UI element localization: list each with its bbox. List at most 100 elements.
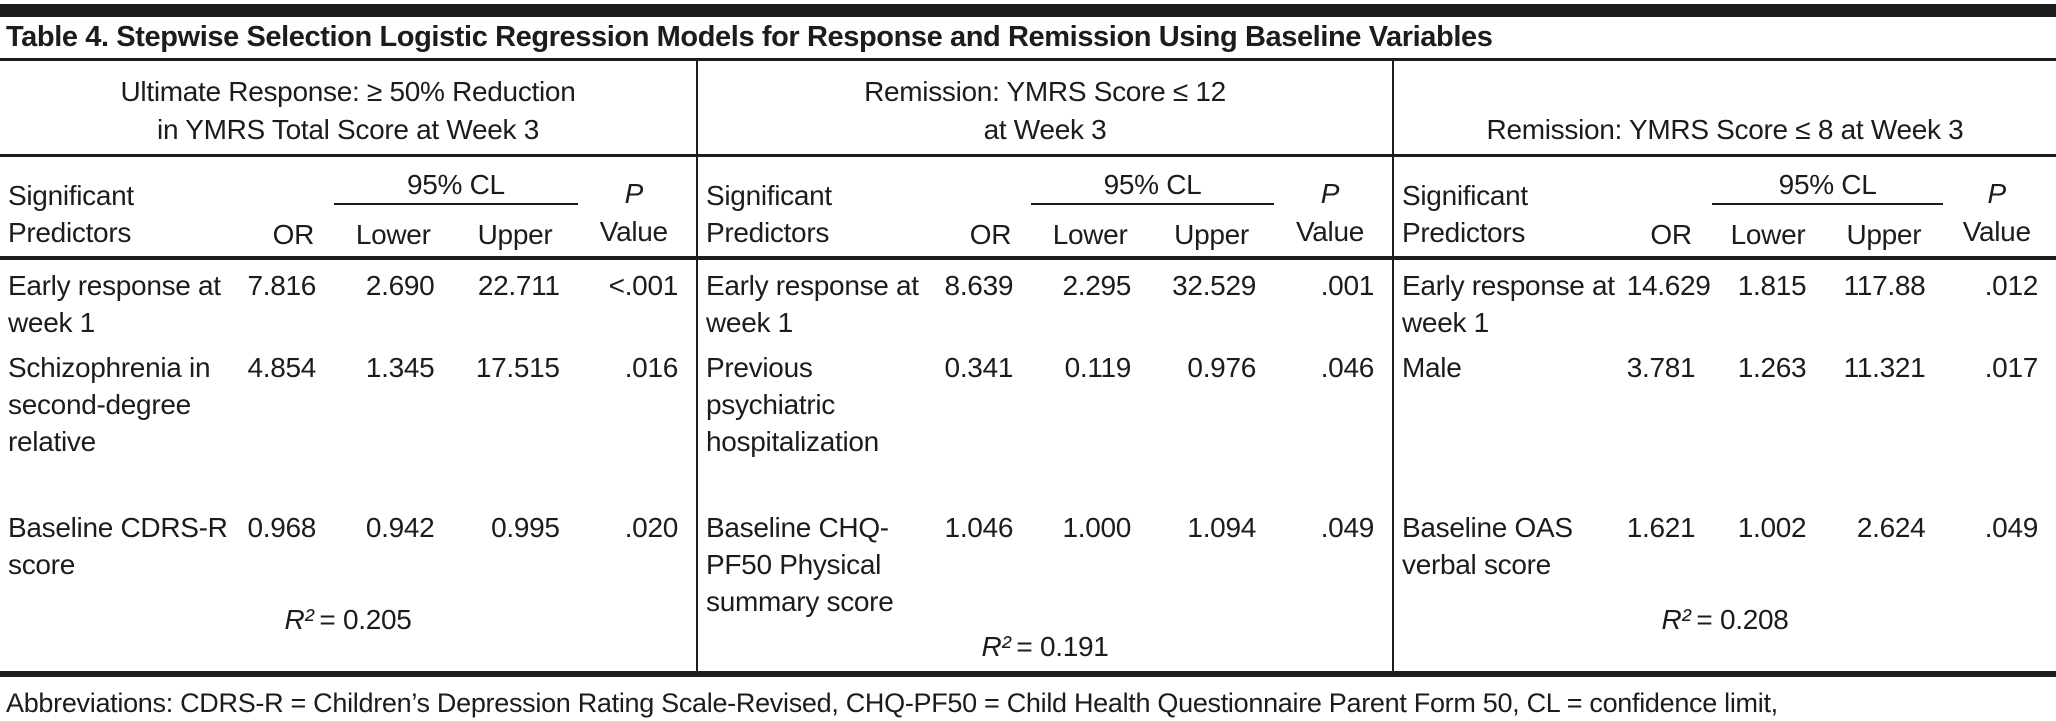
top-border-bar [0,4,2056,17]
cell-upper: 0.995 [491,512,560,543]
value-label: Value [599,216,668,247]
table-row: Previous psychiatric hospitalization 0.3… [698,342,1392,502]
value-label: Value [1962,216,2031,247]
r2-value: R² = 0.191 [698,621,1392,671]
cell-lower: 2.295 [1062,270,1132,301]
cell-predictor: Early response at week 1 [8,270,221,338]
r2-rest: = 0.191 [1016,631,1109,662]
table-row: Schizophrenia in second-degree relative … [0,342,696,502]
panel-remission-ymrs-8: Remission: YMRS Score ≤ 8 at Week 3 Sign… [1392,61,2056,671]
col-header-or: OR [1625,157,1712,260]
cell-lower: 1.345 [365,352,435,383]
footnote-rule [0,671,2056,677]
table-row: Baseline CDRS-R score 0.968 0.942 0.995 … [0,502,696,594]
cell-p: .049 [1984,512,2039,543]
cell-predictor: Baseline CHQ-PF50 Physical summary score [706,512,894,617]
cell-upper: 117.88 [1843,270,1926,301]
r2-row: R² = 0.191 [698,621,1392,671]
cell-predictor: Baseline OAS verbal score [1402,512,1573,580]
cell-p: .046 [1320,352,1375,383]
col-header-95cl: 95% CL [334,157,578,205]
r2-row: R² = 0.205 [0,594,696,644]
cell-upper: 2.624 [1856,512,1926,543]
p-label: P [1987,178,2007,209]
r2-rest: = 0.205 [319,604,412,635]
table-row: Baseline OAS verbal score 1.621 1.002 2.… [1394,502,2056,594]
cell-predictor: Baseline CDRS-R score [8,512,228,580]
table-row: Baseline CHQ-PF50 Physical summary score… [698,502,1392,621]
group-header-line: Remission: YMRS Score ≤ 12 [864,76,1226,107]
title-rule [0,58,2056,61]
group-header-rule [1394,154,2056,157]
group-header-line: at Week 3 [983,114,1107,145]
col-header-lower: Lower [1031,204,1150,260]
cell-or: 3.781 [1626,352,1696,383]
col-header-predictors: Significant Predictors [0,157,244,260]
cell-lower: 1.002 [1737,512,1807,543]
cell-lower: 0.942 [365,512,435,543]
cell-lower: 1.815 [1737,270,1807,301]
cell-p: .012 [1984,270,2039,301]
col-header-p-value: P Value [577,157,696,260]
cell-upper: 11.321 [1843,352,1926,383]
cell-lower: 1.000 [1062,512,1132,543]
r2-symbol: R² [981,631,1011,662]
cell-upper: 32.529 [1172,270,1256,301]
cell-p: .016 [624,352,679,383]
group-header-rule [698,154,1392,157]
cell-p: .020 [624,512,679,543]
col-header-upper: Upper [1824,204,1944,260]
cell-upper: 17.515 [475,352,560,383]
cell-or: 4.854 [247,352,317,383]
cell-lower: 0.119 [1064,352,1132,383]
col-header-predictors: Significant Predictors [1394,157,1626,260]
cell-upper: 1.094 [1187,512,1256,543]
r2-symbol: R² [284,604,314,635]
cell-or: 8.639 [944,270,1014,301]
footnote-line: Abbreviations: CDRS-R = Children’s Depre… [6,688,1778,718]
col-header-upper: Upper [1149,204,1274,260]
r2-rest: = 0.208 [1696,604,1789,635]
panel-remission-ymrs-12: Remission: YMRS Score ≤ 12 at Week 3 Sig… [696,61,1392,671]
panel-group-header: Remission: YMRS Score ≤ 8 at Week 3 [1394,61,2056,154]
p-label: P [1320,178,1340,209]
r2-row: R² = 0.208 [1394,594,2056,644]
r2-symbol: R² [1661,604,1691,635]
cell-or: 7.816 [247,270,317,301]
table-row: Early response at week 1 14.629 1.815 11… [1394,258,2056,342]
col-header-predictors: Significant Predictors [698,157,941,260]
col-header-lower: Lower [1711,204,1825,260]
panel-group-header: Ultimate Response: ≥ 50% Reduction in YM… [0,61,696,154]
col-header-95cl: 95% CL [1711,157,1944,205]
col-header-or: OR [940,157,1032,260]
r2-value: R² = 0.208 [1394,594,2056,644]
group-header-line: in YMRS Total Score at Week 3 [157,114,539,145]
group-header-rule [0,154,696,157]
table-row: Male 3.781 1.263 11.321 .017 [1394,342,2056,502]
r2-value: R² = 0.205 [0,594,696,644]
cell-lower: 1.263 [1737,352,1807,383]
table-row: Early response at week 1 8.639 2.295 32.… [698,258,1392,342]
cell-p: .049 [1320,512,1375,543]
col-header-lower: Lower [334,204,453,260]
col-header-or: OR [243,157,335,260]
panel-group-header: Remission: YMRS Score ≤ 12 at Week 3 [698,61,1392,154]
value-label: Value [1295,216,1365,247]
cell-or: 0.341 [944,352,1014,383]
cell-or: 0.968 [247,512,317,543]
group-header-line: Remission: YMRS Score ≤ 8 at Week 3 [1486,114,1964,145]
col-header-p-value: P Value [1274,157,1392,260]
cell-predictor: Schizophrenia in second-degree relative [8,352,211,457]
cell-p: .001 [1320,270,1375,301]
cell-or: 14.629 [1626,270,1711,301]
table-title: Table 4. Stepwise Selection Logistic Reg… [6,21,1493,53]
col-header-p-value: P Value [1943,157,2056,260]
cell-or: 1.621 [1626,512,1696,543]
col-header-95cl: 95% CL [1031,157,1274,205]
cell-predictor: Early response at week 1 [706,270,919,338]
cell-p: <.001 [608,270,679,301]
cell-predictor: Male [1402,352,1462,383]
group-header-line: Ultimate Response: ≥ 50% Reduction [120,76,576,107]
regression-table: Significant Predictors OR 95% CL P Value… [0,157,696,644]
